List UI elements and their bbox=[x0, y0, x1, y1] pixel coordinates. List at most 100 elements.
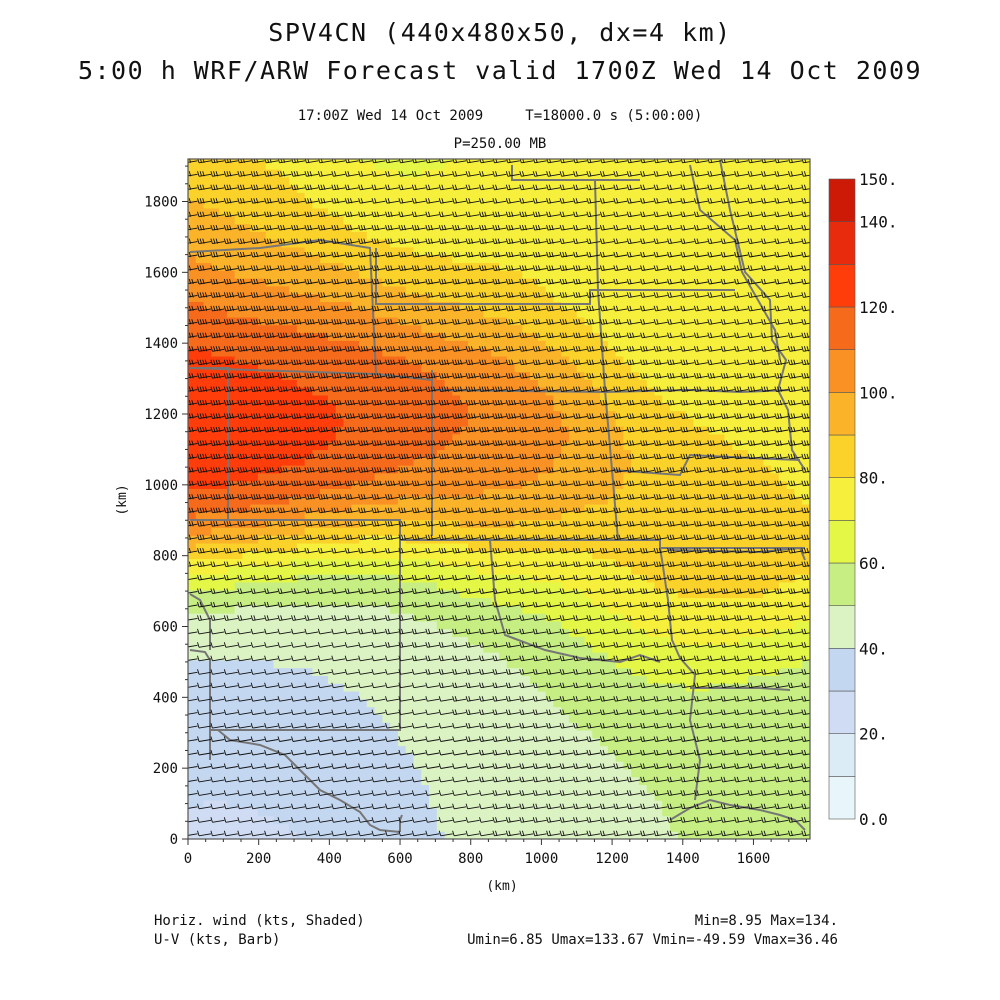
heatmap-cell bbox=[436, 340, 446, 349]
heatmap-cell bbox=[366, 807, 376, 817]
heatmap-cell bbox=[506, 340, 516, 349]
heatmap-cell bbox=[343, 441, 352, 451]
heatmap-cell bbox=[483, 574, 492, 583]
heatmap-cell bbox=[452, 465, 461, 474]
heatmap-cell bbox=[351, 503, 360, 513]
heatmap-cell bbox=[366, 332, 376, 341]
heatmap-cell bbox=[296, 262, 306, 271]
heatmap-cell bbox=[436, 511, 446, 521]
heatmap-cell bbox=[397, 784, 407, 793]
heatmap-cell bbox=[506, 426, 516, 435]
heatmap-cell bbox=[568, 472, 578, 482]
heatmap-cell bbox=[615, 566, 624, 575]
heatmap-cell bbox=[312, 636, 321, 645]
heatmap-cell bbox=[226, 511, 236, 521]
heatmap-cell bbox=[537, 410, 547, 419]
heatmap-cell bbox=[615, 379, 624, 388]
heatmap-cell bbox=[568, 698, 578, 708]
heatmap-cell bbox=[483, 239, 492, 248]
heatmap-cell bbox=[421, 223, 430, 232]
heatmap-cell bbox=[351, 379, 360, 388]
heatmap-cell bbox=[600, 768, 609, 778]
heatmap-cell bbox=[281, 706, 290, 715]
heatmap-cell bbox=[568, 636, 578, 645]
heatmap-cell bbox=[568, 605, 578, 614]
heatmap-cell bbox=[289, 792, 298, 801]
heatmap-cell bbox=[265, 675, 275, 684]
heatmap-cell bbox=[343, 542, 352, 552]
heatmap-cell bbox=[195, 823, 205, 832]
heatmap-cell bbox=[273, 465, 282, 474]
heatmap-cell bbox=[390, 550, 399, 560]
heatmap-cell bbox=[211, 270, 220, 279]
heatmap-cell bbox=[273, 644, 282, 653]
heatmap-cell bbox=[413, 823, 422, 832]
heatmap-cell bbox=[421, 332, 430, 341]
heatmap-cell bbox=[592, 652, 601, 661]
heatmap-cell bbox=[351, 566, 360, 575]
heatmap-cell bbox=[405, 831, 415, 839]
heatmap-cell bbox=[607, 542, 617, 552]
heatmap-cell bbox=[444, 807, 453, 817]
heatmap-cell bbox=[335, 394, 345, 404]
heatmap-cell bbox=[188, 223, 197, 232]
heatmap-cell bbox=[545, 184, 555, 193]
heatmap-cell bbox=[537, 675, 547, 684]
heatmap-cell bbox=[273, 348, 282, 357]
heatmap-cell bbox=[296, 581, 306, 591]
heatmap-cell bbox=[382, 784, 391, 793]
heatmap-cell bbox=[491, 371, 500, 380]
heatmap-cell bbox=[467, 363, 477, 373]
heatmap-cell bbox=[561, 161, 570, 170]
heatmap-cell bbox=[522, 215, 531, 225]
heatmap-cell bbox=[421, 683, 430, 692]
heatmap-cell bbox=[226, 278, 236, 287]
heatmap-cell bbox=[537, 488, 547, 497]
heatmap-cell bbox=[522, 379, 531, 388]
heatmap-cell bbox=[289, 285, 298, 295]
heatmap-cell bbox=[545, 496, 555, 505]
heatmap-cell bbox=[553, 698, 562, 708]
heatmap-cell bbox=[600, 698, 609, 708]
heatmap-cell bbox=[491, 465, 500, 474]
heatmap-cell bbox=[584, 348, 593, 357]
heatmap-cell bbox=[584, 301, 593, 310]
heatmap-cell bbox=[491, 690, 500, 700]
heatmap-cell bbox=[600, 316, 609, 326]
heatmap-cell bbox=[537, 223, 547, 232]
heatmap-cell bbox=[460, 729, 469, 739]
heatmap-cell bbox=[219, 831, 228, 839]
heatmap-cell bbox=[343, 768, 352, 778]
heatmap-cell bbox=[553, 262, 562, 271]
heatmap-cell bbox=[390, 527, 399, 536]
heatmap-cell bbox=[327, 394, 337, 404]
heatmap-cell bbox=[475, 394, 485, 404]
heatmap-cell bbox=[600, 457, 609, 466]
heatmap-cell bbox=[514, 768, 523, 778]
heatmap-cell bbox=[203, 566, 212, 575]
heatmap-cell bbox=[600, 270, 609, 279]
heatmap-cell bbox=[592, 753, 601, 762]
heatmap-cell bbox=[514, 301, 523, 310]
heatmap-cell bbox=[584, 379, 593, 388]
heatmap-cell bbox=[359, 215, 368, 225]
heatmap-cell bbox=[553, 410, 562, 419]
heatmap-cell bbox=[553, 363, 562, 373]
heatmap-cell bbox=[211, 278, 220, 287]
heatmap-cell bbox=[265, 309, 275, 318]
heatmap-cell bbox=[576, 503, 586, 513]
heatmap-cell bbox=[444, 745, 453, 754]
heatmap-cell bbox=[351, 410, 360, 419]
heatmap-cell bbox=[304, 262, 313, 271]
heatmap-cell bbox=[483, 784, 492, 793]
heatmap-cell bbox=[226, 207, 236, 217]
heatmap-cell bbox=[374, 652, 383, 661]
heatmap-cell bbox=[397, 753, 407, 762]
heatmap-cell bbox=[506, 231, 516, 240]
heatmap-cell bbox=[444, 652, 453, 661]
heatmap-cell bbox=[491, 168, 500, 178]
heatmap-cell bbox=[460, 161, 469, 170]
heatmap-cell bbox=[600, 807, 609, 817]
heatmap-cell bbox=[436, 402, 446, 412]
heatmap-cell bbox=[592, 293, 601, 302]
